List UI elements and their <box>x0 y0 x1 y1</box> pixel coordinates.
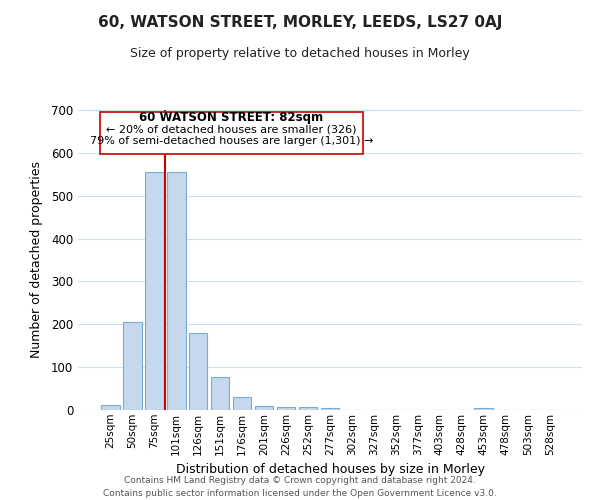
Bar <box>299 406 317 410</box>
Text: 79% of semi-detached houses are larger (1,301) →: 79% of semi-detached houses are larger (… <box>89 136 373 146</box>
Y-axis label: Number of detached properties: Number of detached properties <box>29 162 43 358</box>
Bar <box>145 172 164 410</box>
Bar <box>277 406 295 410</box>
Bar <box>233 397 251 410</box>
Text: ← 20% of detached houses are smaller (326): ← 20% of detached houses are smaller (32… <box>106 124 356 134</box>
Bar <box>167 172 185 410</box>
Bar <box>320 408 340 410</box>
Text: 60, WATSON STREET, MORLEY, LEEDS, LS27 0AJ: 60, WATSON STREET, MORLEY, LEEDS, LS27 0… <box>98 15 502 30</box>
FancyBboxPatch shape <box>100 112 363 154</box>
Bar <box>101 405 119 410</box>
Bar <box>189 333 208 410</box>
X-axis label: Distribution of detached houses by size in Morley: Distribution of detached houses by size … <box>176 463 485 476</box>
Bar <box>475 408 493 410</box>
Bar <box>123 322 142 410</box>
Text: Contains public sector information licensed under the Open Government Licence v3: Contains public sector information licen… <box>103 489 497 498</box>
Text: Contains HM Land Registry data © Crown copyright and database right 2024.: Contains HM Land Registry data © Crown c… <box>124 476 476 485</box>
Bar <box>255 406 274 410</box>
Text: Size of property relative to detached houses in Morley: Size of property relative to detached ho… <box>130 48 470 60</box>
Text: 60 WATSON STREET: 82sqm: 60 WATSON STREET: 82sqm <box>139 111 323 124</box>
Bar <box>211 376 229 410</box>
